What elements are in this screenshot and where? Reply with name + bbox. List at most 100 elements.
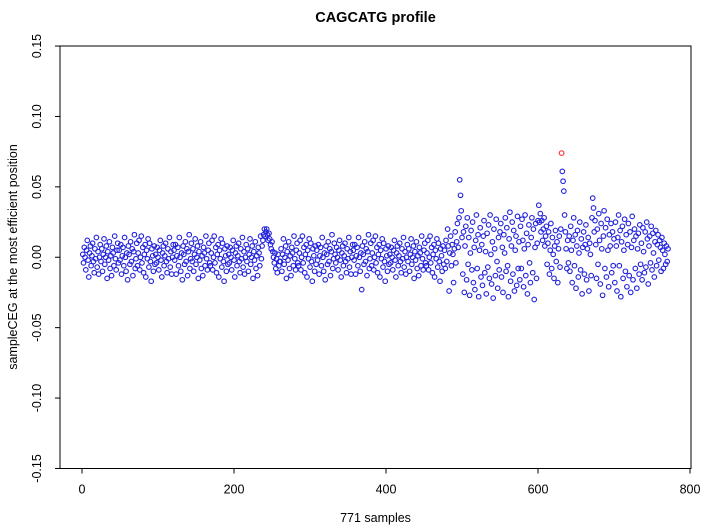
data-point: [89, 252, 95, 259]
data-point: [438, 252, 445, 259]
y-tick-label: 0.15: [30, 34, 44, 58]
data-point: [214, 251, 221, 258]
data-point: [323, 243, 329, 249]
data-point: [261, 226, 268, 232]
data-point: [189, 258, 196, 265]
data-point: [465, 261, 471, 268]
data-point: [218, 264, 225, 270]
data-point: [199, 272, 206, 279]
data-point: [572, 231, 579, 238]
data-point: [423, 262, 430, 269]
data-point: [568, 247, 575, 254]
data-point: [144, 255, 151, 262]
data-point: [368, 262, 375, 269]
data-point: [116, 247, 123, 254]
data-point: [592, 241, 599, 248]
data-point: [646, 233, 653, 239]
data-point: [223, 268, 230, 275]
data-point: [245, 268, 252, 275]
data-point: [110, 250, 117, 256]
data-point: [114, 240, 121, 247]
data-point: [421, 240, 428, 247]
data-point: [209, 237, 215, 244]
data-point: [369, 250, 376, 256]
data-point: [606, 231, 613, 238]
data-point: [98, 258, 104, 265]
data-point: [523, 230, 530, 237]
data-point: [609, 229, 616, 235]
data-point: [487, 212, 493, 218]
data-point: [292, 267, 299, 273]
data-point: [296, 250, 303, 256]
data-point: [478, 274, 484, 280]
data-point: [651, 274, 658, 280]
data-point: [88, 262, 94, 269]
data-point: [470, 279, 477, 286]
data-point: [241, 248, 247, 255]
y-tick-label: 0.05: [30, 175, 44, 199]
data-point: [519, 237, 526, 244]
data-point: [650, 250, 657, 256]
data-point: [124, 276, 131, 283]
data-point: [497, 220, 504, 227]
data-point: [266, 230, 272, 237]
data-point: [632, 265, 639, 272]
data-point: [373, 260, 379, 266]
data-point: [652, 227, 659, 234]
data-point: [229, 247, 236, 254]
data-point: [608, 220, 614, 227]
data-point: [277, 258, 284, 265]
data-point: [642, 229, 649, 235]
data-point: [127, 238, 134, 245]
data-point: [121, 234, 128, 241]
data-point: [560, 188, 567, 194]
data-point: [519, 216, 525, 223]
data-point: [104, 248, 111, 255]
data-point: [381, 258, 388, 265]
data-point: [101, 236, 107, 242]
data-point: [480, 233, 487, 239]
data-point: [580, 229, 587, 235]
data-point: [378, 255, 385, 262]
data-point: [554, 238, 560, 245]
data-point: [573, 285, 579, 292]
data-point: [527, 279, 534, 286]
data-point: [640, 224, 646, 231]
data-point: [212, 260, 218, 266]
data-point: [600, 233, 607, 239]
data-point: [188, 240, 195, 247]
data-point: [293, 247, 300, 254]
data-point: [450, 251, 456, 258]
data-point: [385, 243, 392, 249]
data-point: [507, 209, 513, 216]
data-point: [234, 262, 240, 269]
data-point: [332, 260, 339, 266]
data-point: [256, 262, 263, 269]
data-point: [120, 262, 127, 269]
data-point: [82, 254, 88, 261]
data-point: [360, 251, 367, 258]
data-point: [455, 244, 462, 251]
data-point: [226, 260, 233, 266]
data-point: [599, 292, 606, 299]
data-point: [279, 268, 285, 275]
data-point: [118, 271, 125, 277]
data-point: [326, 245, 333, 252]
x-tick-label: 400: [376, 483, 397, 497]
data-point: [268, 245, 275, 252]
data-point: [522, 272, 529, 279]
data-point: [429, 269, 436, 276]
data-point: [659, 234, 665, 241]
data-point: [129, 245, 136, 252]
data-point: [443, 258, 450, 265]
data-point: [498, 274, 505, 280]
data-point: [278, 245, 284, 252]
data-point: [643, 219, 650, 225]
data-point: [489, 238, 496, 245]
data-point: [326, 258, 332, 265]
data-point: [639, 276, 645, 283]
data-point: [617, 227, 623, 234]
data-point: [424, 237, 431, 244]
data-point: [477, 224, 484, 231]
data-point: [602, 224, 609, 231]
